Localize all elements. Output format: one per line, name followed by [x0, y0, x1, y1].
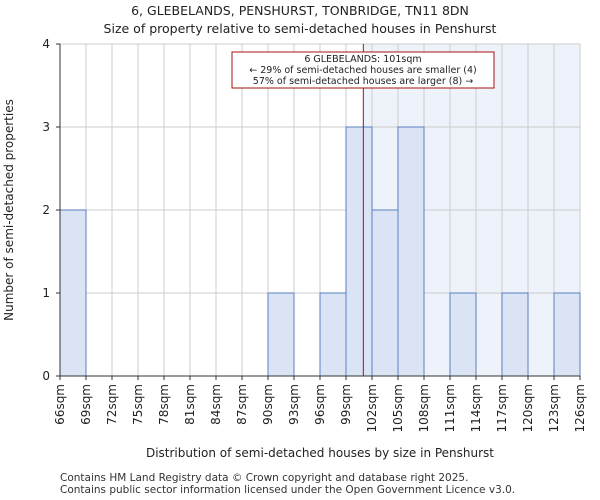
- bar: [267, 292, 295, 377]
- x-tick-label: 123sqm: [547, 384, 561, 432]
- bar: [319, 292, 347, 377]
- y-tick-label: 4: [42, 37, 50, 51]
- x-tick-label: 84sqm: [209, 384, 223, 425]
- x-tick-label: 102sqm: [365, 384, 379, 432]
- annotation-smaller: ← 29% of semi-detached houses are smalle…: [249, 65, 477, 76]
- x-tick-label: 99sqm: [339, 384, 353, 425]
- x-tick-label: 105sqm: [391, 384, 405, 432]
- chart-title: 6, GLEBELANDS, PENSHURST, TONBRIDGE, TN1…: [131, 3, 469, 18]
- x-tick-label: 111sqm: [443, 384, 457, 432]
- x-tick-label: 72sqm: [105, 384, 119, 425]
- y-tick-label: 3: [42, 120, 50, 134]
- x-tick-label: 81sqm: [183, 384, 197, 425]
- x-axis-label: Distribution of semi-detached houses by …: [146, 446, 494, 460]
- bar: [59, 209, 87, 377]
- x-tick-label: 108sqm: [417, 384, 431, 432]
- x-tick-label: 93sqm: [287, 384, 301, 425]
- bar: [501, 292, 529, 377]
- histogram-chart: 0 1 2 3 4 66sqm 69sqm 72sqm 75sqm 78sqm 81sqm 84sqm…: [2, 37, 587, 460]
- bar: [371, 209, 399, 377]
- annotation-title: 6 GLEBELANDS: 101sqm: [304, 54, 421, 65]
- annotation-larger: 57% of semi-detached houses are larger (…: [253, 76, 473, 87]
- x-tick-label: 120sqm: [521, 384, 535, 432]
- x-tick-label: 126sqm: [573, 384, 587, 432]
- y-tick-label: 0: [42, 369, 50, 383]
- x-tick-label: 75sqm: [131, 384, 145, 425]
- annotation-box: [231, 51, 495, 89]
- x-tick-label: 114sqm: [469, 384, 483, 432]
- x-tick-label: 66sqm: [53, 384, 67, 425]
- y-tick-label: 1: [42, 286, 50, 300]
- x-tick-label: 96sqm: [313, 384, 327, 425]
- bar: [397, 126, 425, 377]
- x-tick-label: 87sqm: [235, 384, 249, 425]
- bar: [449, 292, 477, 377]
- x-tick-label: 69sqm: [79, 384, 93, 425]
- footer-copyright: Contains HM Land Registry data © Crown c…: [60, 472, 469, 484]
- x-tick-label: 78sqm: [157, 384, 171, 425]
- y-tick-label: 2: [42, 203, 50, 217]
- x-tick-label: 117sqm: [495, 384, 509, 432]
- bar: [553, 292, 581, 377]
- bar: [345, 126, 373, 377]
- chart-subtitle: Size of property relative to semi-detach…: [103, 21, 497, 36]
- x-tick-label: 90sqm: [261, 384, 275, 425]
- footer-licence: Contains public sector information licen…: [60, 484, 516, 496]
- y-axis-label: Number of semi-detached properties: [2, 99, 16, 321]
